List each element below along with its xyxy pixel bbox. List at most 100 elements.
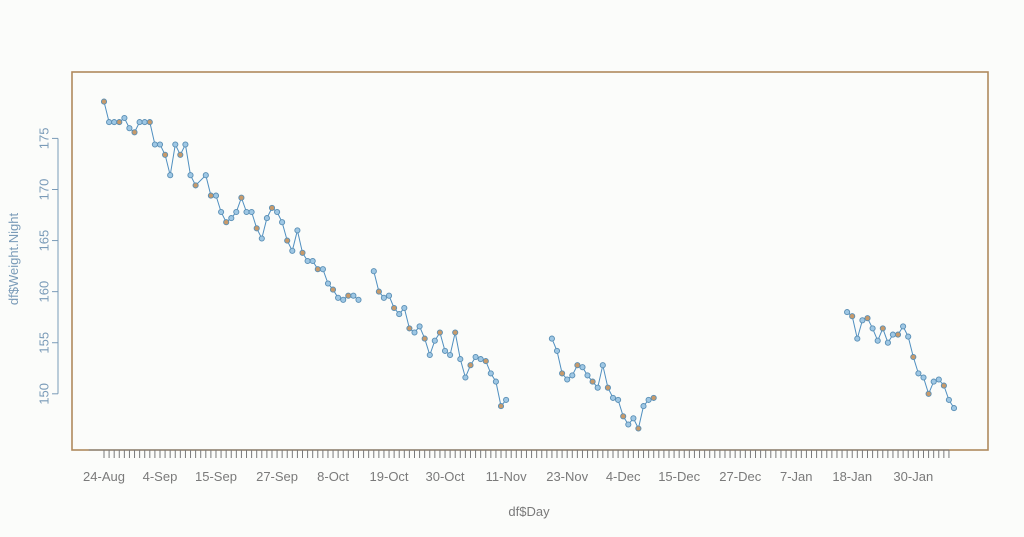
data-point [289,247,296,254]
data-point [212,192,220,199]
data-point [401,304,408,312]
data-point [900,323,907,330]
data-point [553,347,561,354]
data-point [396,311,403,318]
data-point [640,403,647,410]
x-tick-label: 18-Jan [832,469,872,484]
x-tick-label: 30-Jan [893,469,933,484]
data-point [905,333,912,340]
x-axis-title: df$Day [508,504,550,519]
data-point [564,376,571,383]
data-point [467,362,474,369]
data-point [116,119,123,126]
data-point [385,292,393,299]
data-point [340,296,347,303]
data-point [482,358,489,365]
data-point [406,325,413,332]
data-point [294,227,301,234]
series-line-segment [551,338,654,430]
data-point [635,425,642,432]
data-point [497,403,505,410]
data-point [447,351,454,359]
data-point [594,384,601,391]
data-point [864,315,871,322]
data-point [391,304,398,312]
data-point [370,268,377,275]
data-point [314,266,321,273]
marker-layer [100,98,958,432]
x-tick-label: 15-Dec [658,469,700,484]
data-point [202,172,209,179]
data-point [100,98,108,105]
x-tick-label: 19-Oct [370,469,409,484]
y-tick-label: 155 [36,332,51,354]
x-tick-label: 24-Aug [83,469,125,484]
data-point [930,378,937,385]
data-point [248,208,255,216]
data-point [243,208,250,216]
data-point [329,286,337,293]
y-tick-label: 170 [36,179,51,201]
data-point [136,119,143,126]
data-point [457,356,464,363]
data-point [477,356,484,363]
data-point [609,394,617,401]
data-point [421,335,428,342]
data-point [559,370,566,377]
data-point [472,353,479,361]
x-tick-label: 27-Sep [256,469,298,484]
data-point [844,309,851,316]
x-tick-label: 7-Jan [780,469,813,484]
data-point [462,374,469,381]
x-tick-label: 27-Dec [719,469,761,484]
data-point [187,172,194,179]
y-axis-title: df$Weight.Night [6,212,21,305]
data-point [131,129,138,136]
data-point [604,384,611,391]
data-point [945,396,952,403]
data-point [854,335,861,342]
data-point [177,151,184,158]
x-tick-label: 4-Sep [143,469,178,484]
data-point [620,413,627,420]
data-point [309,257,316,265]
data-point [345,292,352,299]
data-point [106,119,113,126]
data-point [548,335,555,342]
x-tick-label: 23-Nov [546,469,588,484]
data-point [274,208,281,216]
data-point [151,141,158,148]
data-point [411,329,418,336]
data-point [452,329,459,336]
data-point [915,370,922,377]
data-point [569,372,576,379]
y-tick-label: 175 [36,128,51,150]
data-point [625,421,632,428]
data-point [192,182,199,189]
data-point [879,325,886,332]
data-point [441,347,449,354]
data-point [304,257,311,265]
data-point [950,405,958,412]
data-point [141,119,148,126]
data-point [126,125,133,132]
x-tick-label: 30-Oct [426,469,465,484]
data-point [416,323,423,330]
data-point [238,194,245,201]
data-point [111,119,118,126]
y-axis: 150 155 160 165 170 175 [36,128,59,405]
data-point [268,204,276,211]
data-point [218,208,225,216]
data-point [233,208,240,216]
data-point [324,280,332,287]
data-point [146,119,153,126]
data-point [650,394,657,401]
x-tick-label: 8-Oct [317,469,349,484]
data-point [869,325,876,332]
data-point [910,353,917,361]
data-point [487,370,494,377]
x-tick-label: 15-Sep [195,469,237,484]
data-point [355,296,362,303]
data-point [503,396,510,403]
data-point [584,372,591,379]
